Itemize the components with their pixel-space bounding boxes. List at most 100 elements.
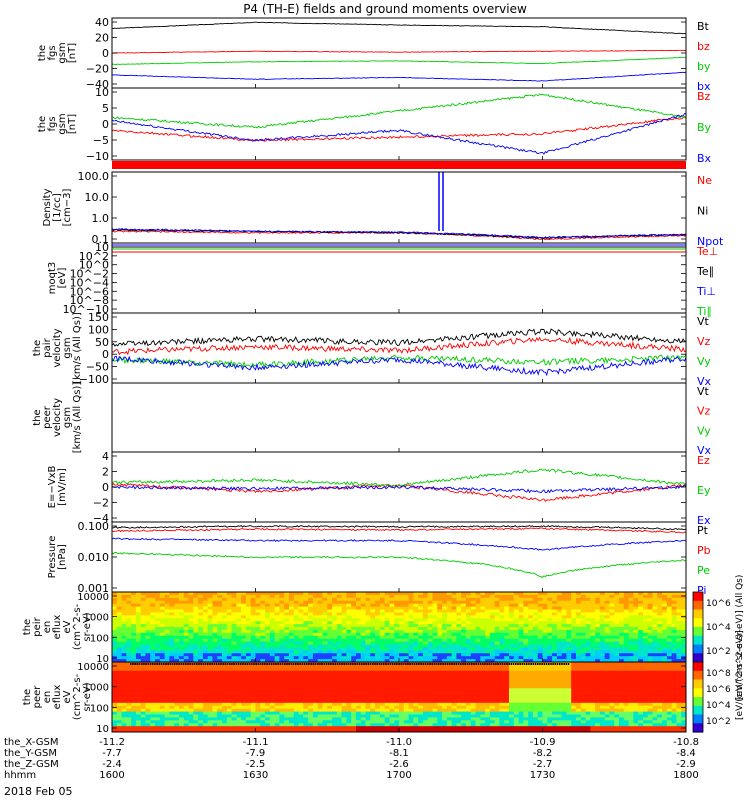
spectrogram-cell <box>155 676 161 680</box>
legend-label-Ne: Ne <box>697 174 712 187</box>
spectrogram-cell <box>260 650 266 654</box>
spectrogram-cell <box>399 635 405 640</box>
spectrogram-cell <box>346 729 352 733</box>
spectrogram-cell <box>112 638 118 642</box>
spectrogram-cell <box>384 694 390 698</box>
spectrogram-cell <box>145 594 151 599</box>
spectrogram-cell <box>140 659 146 663</box>
spectrogram-cell <box>193 650 199 654</box>
spectrogram-cell <box>231 714 237 718</box>
spectrogram-cell <box>671 653 677 657</box>
spectrogram-cell <box>336 615 342 619</box>
spectrogram-cell <box>379 720 386 724</box>
spectrogram-cell <box>308 691 314 695</box>
spectrogram-cell <box>312 670 319 675</box>
spectrogram-cell <box>647 656 653 660</box>
spectrogram-cell <box>332 653 338 657</box>
spectrogram-cell <box>188 702 194 707</box>
spectrogram-cell <box>241 612 247 616</box>
spectrogram-cell <box>542 644 548 648</box>
spectrogram-cell <box>528 612 534 616</box>
spectrogram-cell <box>255 729 261 733</box>
spectrogram-cell <box>126 644 132 648</box>
spectrogram-cell <box>360 641 366 645</box>
spectrogram-cell <box>585 600 591 605</box>
spectrogram-cell <box>422 699 429 704</box>
spectrogram-cell <box>140 702 146 707</box>
panel-peer_spectrogram: 10^810^610^410^2[eV/(cm^2-s-sr-eV)]10000… <box>22 630 745 735</box>
spectrogram-cell <box>489 629 496 634</box>
spectrogram-cell <box>174 685 180 689</box>
spectrogram-cell <box>288 627 295 631</box>
spectrogram-cell <box>245 615 252 619</box>
spectrogram-cell <box>432 618 438 622</box>
spectrogram-cell <box>145 711 151 715</box>
spectrogram-cell <box>470 717 476 721</box>
spectrogram-cell <box>633 656 639 660</box>
spectrogram-cell <box>202 600 209 605</box>
spectrogram-cell <box>174 694 180 698</box>
spectrogram-cell <box>619 656 625 660</box>
spectrogram-cell <box>250 653 256 657</box>
spectrogram-cell <box>116 685 122 689</box>
spectrogram-cell <box>590 627 596 631</box>
spectrogram-cell <box>461 662 467 666</box>
spectrogram-cell <box>355 629 362 634</box>
spectrogram-cell <box>590 641 596 645</box>
spectrogram-cell <box>432 702 438 707</box>
spectrogram-cell <box>293 697 299 701</box>
spectrogram-cell <box>370 606 376 610</box>
spectrogram-cell <box>241 597 247 602</box>
spectrogram-cell <box>346 667 352 672</box>
spectrogram-cell <box>284 627 290 631</box>
spectrogram-cell <box>561 594 567 599</box>
spectrogram-cell <box>202 647 209 651</box>
spectrogram-cell <box>422 729 429 733</box>
spectrogram-cell <box>351 653 357 657</box>
spectrogram-cell <box>355 697 362 701</box>
spectrogram-cell <box>164 621 170 625</box>
spectrogram-cell <box>188 650 194 654</box>
spectrogram-cell <box>164 609 170 613</box>
spectrogram-cell <box>623 638 629 642</box>
spectrogram-cell <box>231 723 237 727</box>
spectrogram-cell <box>465 662 472 666</box>
spectrogram-cell <box>121 688 127 692</box>
legend-label-Te⊥: Te⊥ <box>696 245 718 258</box>
spectrogram-cell <box>609 638 615 642</box>
spectrogram-cell <box>403 729 409 733</box>
spectrogram-cell <box>513 609 519 613</box>
spectrogram-cell <box>293 635 299 640</box>
spectrogram-cell <box>188 603 194 607</box>
spectrogram-cell <box>198 615 204 619</box>
spectrogram-cell <box>575 629 582 634</box>
spectrogram-cell <box>389 594 395 599</box>
spectrogram-cell <box>217 729 223 733</box>
spectrogram-cell <box>413 714 419 718</box>
spectrogram-cell <box>260 685 266 689</box>
spectrogram-cell <box>226 650 232 654</box>
spectrogram-cell <box>642 624 649 628</box>
spectrogram-cell <box>652 606 658 610</box>
spectrogram-cell <box>236 699 242 704</box>
spectrogram-cell <box>121 699 127 704</box>
spectrogram-cell <box>178 679 185 683</box>
spectrogram-cell <box>159 720 166 724</box>
spectrogram-cell <box>231 676 237 680</box>
spectrogram-cell <box>485 629 491 634</box>
spectrogram-cell <box>456 670 462 675</box>
spectrogram-cell <box>140 714 146 718</box>
spectrogram-cell <box>131 688 137 692</box>
spectrogram-cell <box>638 597 644 602</box>
spectrogram-cell <box>408 647 414 651</box>
spectrogram-cell <box>308 638 314 642</box>
spectrogram-cell <box>222 682 228 686</box>
spectrogram-cell <box>485 597 491 602</box>
spectrogram-cell <box>217 697 223 701</box>
spectrogram-cell <box>489 632 496 637</box>
spectrogram-cell <box>236 673 242 677</box>
spectrogram-cell <box>351 720 357 724</box>
spectrogram-cell <box>150 717 156 721</box>
